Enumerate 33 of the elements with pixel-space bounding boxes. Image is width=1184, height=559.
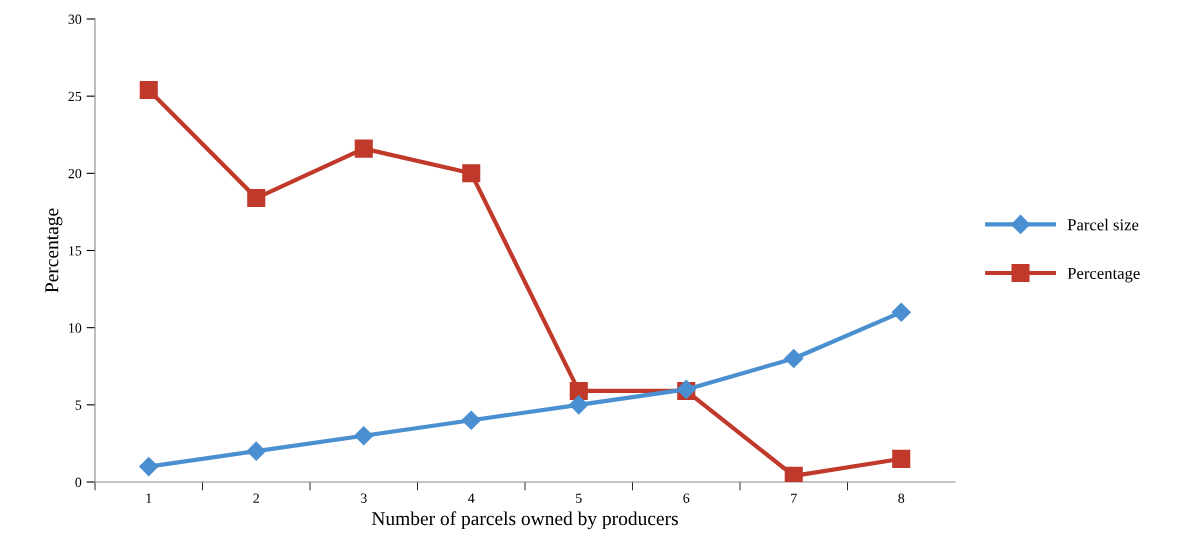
y-tick-label: 10 <box>69 323 82 333</box>
legend-label: Percentage <box>1067 267 1140 283</box>
y-tick-label: 20 <box>68 168 82 179</box>
x-tick-label: 2 <box>253 493 259 503</box>
y-tick-label: 5 <box>75 400 82 410</box>
y-tick-label: 30 <box>68 14 82 24</box>
point <box>462 164 481 183</box>
point <box>891 302 911 322</box>
point <box>569 395 589 415</box>
point <box>569 381 588 400</box>
point <box>784 348 804 369</box>
x-tick-label: 5 <box>576 493 582 503</box>
y-tick-label: 15 <box>69 246 82 256</box>
point <box>246 441 266 461</box>
x-tick-label: 8 <box>898 493 905 503</box>
point <box>139 80 158 100</box>
point <box>247 188 266 208</box>
point <box>461 410 481 430</box>
x-axis-title: Number of parcels owned by producers <box>371 511 678 530</box>
x-tick-label: 4 <box>468 493 475 503</box>
point <box>784 466 803 482</box>
y-tick-label: 0 <box>75 477 82 487</box>
x-tick-label: 1 <box>146 493 152 503</box>
point <box>354 426 374 446</box>
x-tick-label: 7 <box>791 493 797 503</box>
legend-label: Parcel size <box>1067 218 1139 231</box>
x-tick-label: 3 <box>360 493 367 503</box>
point <box>354 139 373 158</box>
point <box>892 449 911 468</box>
point <box>139 457 159 477</box>
y-tick-label: 25 <box>68 91 82 102</box>
y-axis-title: Percentage <box>45 208 63 293</box>
x-tick-label: 6 <box>683 493 690 503</box>
